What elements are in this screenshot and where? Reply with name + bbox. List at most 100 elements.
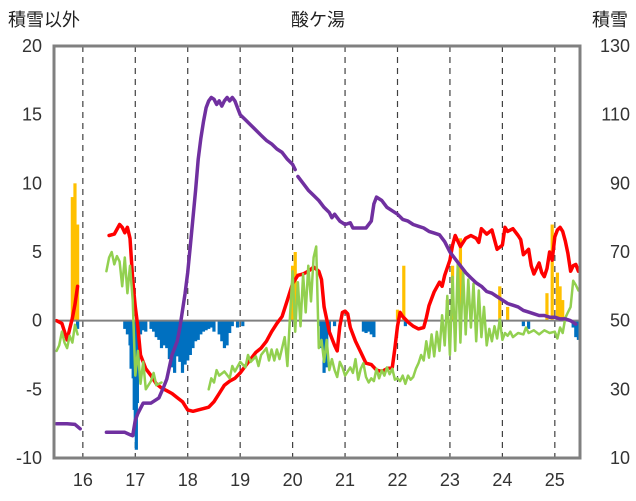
blue-bar-50 (322, 320, 326, 373)
blue-bar-45 (230, 320, 234, 327)
x-tick-label-24: 24 (492, 470, 512, 490)
x-tick-label-25: 25 (545, 470, 565, 490)
blue-bar-47 (241, 320, 245, 327)
orange-bar-2 (75, 224, 80, 321)
orange-bar-14 (555, 272, 560, 321)
purple-line-series-0 (54, 421, 82, 431)
left-tick-label: -5 (26, 379, 42, 399)
blue-bar-0 (75, 320, 80, 329)
blue-bar-39 (212, 320, 216, 332)
blue-bar-59 (403, 320, 407, 327)
blue-bar-35 (201, 320, 206, 332)
blue-bar-22 (167, 320, 171, 360)
blue-bar-54 (361, 320, 366, 332)
blue-bar-49 (319, 320, 324, 349)
blue-bar-23 (170, 320, 174, 368)
left-tick-label: 5 (32, 242, 42, 262)
x-tick-label-23: 23 (440, 470, 460, 490)
green-line-series-0 (55, 323, 79, 353)
right-tick-label: 70 (610, 242, 630, 262)
blue-bar-18 (157, 320, 161, 340)
line-series-layer (54, 95, 581, 438)
blue-bar-20 (162, 320, 166, 346)
orange-bar-0 (70, 197, 74, 321)
chart-title: 酸ケ湯 (291, 10, 345, 31)
orange-bar-11 (506, 306, 510, 321)
orange-bar-6 (402, 265, 406, 321)
purple-line-series-1 (104, 95, 297, 438)
red-line-series-1 (107, 222, 581, 414)
orange-bar-12 (545, 293, 549, 321)
x-tick-label-17: 17 (125, 470, 145, 490)
blue-bar-41 (220, 320, 224, 342)
blue-bar-37 (207, 320, 211, 329)
blue-bar-1 (123, 320, 127, 329)
blue-bar-38 (209, 320, 213, 328)
right-tick-label: 110 (601, 105, 630, 125)
blue-bar-44 (228, 320, 232, 334)
x-tick-label-22: 22 (387, 470, 407, 490)
blue-bar-2 (125, 320, 130, 335)
orange-bar-4 (293, 252, 297, 321)
left-axis-title: 積雪以外 (8, 10, 80, 31)
x-tick-label-16: 16 (73, 470, 93, 490)
right-tick-label: 30 (610, 379, 630, 399)
x-tick-label-20: 20 (283, 470, 303, 490)
right-tick-label: 130 (600, 36, 630, 56)
blue-bar-61 (527, 320, 531, 329)
orange-bar-1 (73, 183, 77, 321)
orange-bar-15 (558, 286, 562, 321)
grid-lines (82, 46, 556, 458)
orange-bar-13 (550, 224, 554, 321)
blue-bar-43 (225, 320, 229, 346)
blue-bar-17 (154, 320, 158, 338)
blue-bar-13 (141, 320, 145, 331)
purple-line-series-2 (296, 174, 578, 326)
blue-bar-63 (574, 320, 578, 338)
left-tick-label: 20 (22, 36, 42, 56)
blue-bar-26 (178, 320, 182, 362)
blue-bar-28 (183, 320, 187, 365)
blue-bar-16 (152, 320, 156, 332)
x-tick-label-18: 18 (178, 470, 198, 490)
left-tick-label: 10 (22, 173, 42, 193)
blue-bar-32 (193, 320, 198, 342)
orange-bar-5 (395, 309, 400, 321)
blue-bar-55 (364, 320, 368, 334)
blue-bar-19 (159, 320, 164, 349)
blue-bar-60 (521, 320, 525, 327)
left-tick-label: -10 (16, 448, 42, 468)
blue-bar-30 (188, 320, 192, 355)
blue-bar-27 (180, 320, 185, 373)
right-tick-label: 50 (610, 311, 630, 331)
x-tick-label-19: 19 (230, 470, 250, 490)
blue-bar-40 (217, 320, 221, 335)
orange-bar-16 (561, 300, 565, 321)
blue-bar-56 (367, 320, 371, 332)
blue-bar-58 (372, 320, 376, 338)
orange-bar-9 (458, 238, 463, 321)
blue-bar-57 (369, 320, 373, 335)
blue-bar-36 (204, 320, 208, 331)
blue-bar-46 (235, 320, 240, 328)
plot-frame (52, 44, 582, 460)
blue-bar-53 (332, 320, 337, 327)
left-tick-label: 15 (22, 105, 42, 125)
blue-bar-42 (222, 320, 227, 349)
blue-bar-29 (186, 320, 190, 361)
left-tick-label: 0 (32, 311, 42, 331)
right-tick-label: 90 (610, 173, 630, 193)
red-line-series-0 (54, 284, 80, 342)
right-tick-label: 10 (610, 448, 630, 468)
x-tick-label-21: 21 (335, 470, 355, 490)
blue-bar-33 (196, 320, 200, 340)
orange-bar-10 (498, 286, 502, 321)
green-line-series-2 (207, 245, 580, 391)
green-line-series-1 (105, 250, 163, 391)
blue-bar-31 (191, 320, 195, 349)
blue-bar-21 (165, 320, 169, 349)
right-axis-title: 積雪 (592, 10, 628, 31)
